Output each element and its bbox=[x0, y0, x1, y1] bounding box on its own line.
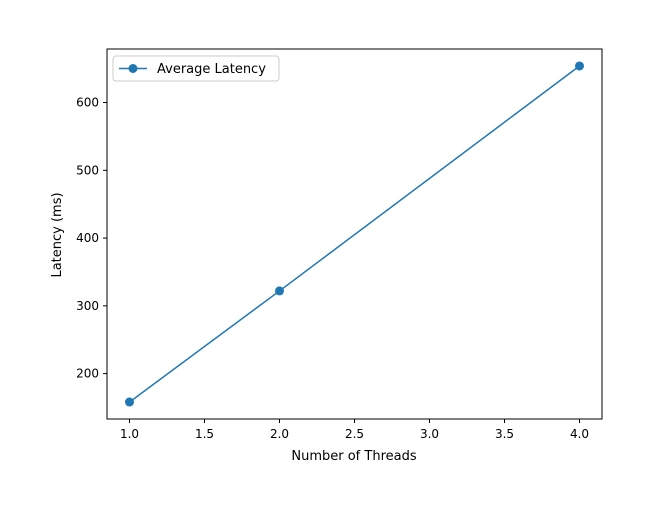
x-tick-label: 3.5 bbox=[495, 427, 514, 441]
x-tick-label: 2.5 bbox=[345, 427, 364, 441]
x-axis-label: Number of Threads bbox=[291, 449, 416, 464]
data-point-0-0 bbox=[125, 397, 134, 407]
legend-entry-label: Average Latency bbox=[157, 62, 266, 77]
y-tick-label: 200 bbox=[76, 367, 99, 381]
legend-frame bbox=[112, 55, 280, 82]
data-point-0-1 bbox=[275, 286, 284, 296]
y-tick-label: 500 bbox=[76, 163, 99, 177]
plot-layer bbox=[125, 61, 584, 407]
data-point-0-2 bbox=[575, 61, 584, 71]
x-tick-label: 3.0 bbox=[420, 427, 439, 441]
y-tick-label: 400 bbox=[76, 231, 99, 245]
x-tick-label: 1.5 bbox=[195, 427, 214, 441]
legend-marker-swatch bbox=[128, 64, 138, 73]
x-tick-label: 4.0 bbox=[570, 427, 589, 441]
y-tick-label: 600 bbox=[76, 96, 99, 110]
x-tick-label: 1.0 bbox=[120, 427, 139, 441]
y-tick-label: 300 bbox=[76, 299, 99, 313]
axis-layer: 1.0 1.5 2.0 2.5 3.0 3.5 4.0 200 300 400 500 600 bbox=[76, 48, 603, 441]
y-axis-label: Latency (ms) bbox=[50, 192, 65, 277]
legend: Average Latency bbox=[112, 55, 280, 82]
x-tick-label: 2.0 bbox=[270, 427, 289, 441]
